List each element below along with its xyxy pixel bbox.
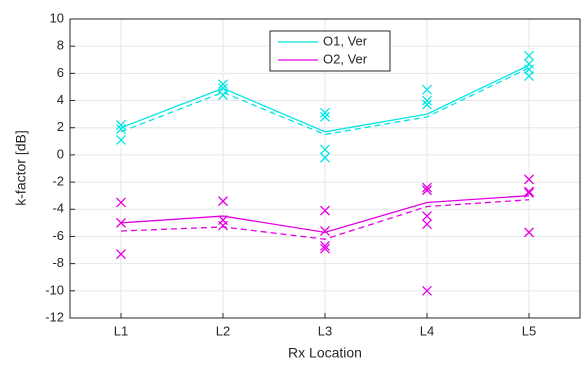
x-tick-label: L3 (318, 323, 332, 338)
sample-marker (422, 211, 432, 222)
sample-marker (524, 71, 534, 82)
sample-marker (320, 241, 330, 251)
sample-marker (218, 196, 228, 207)
sample-marker (320, 205, 330, 216)
x-tick-label: L1 (114, 323, 128, 338)
sample-marker (218, 90, 228, 101)
legend-box (269, 30, 391, 72)
sample-marker (116, 120, 126, 130)
y-tick-label: -8 (52, 255, 64, 270)
y-axis-label: k-factor [dB] (13, 130, 29, 205)
sample-marker (116, 124, 126, 135)
y-tick-label: 4 (57, 92, 64, 107)
x-axis-label: Rx Location (288, 345, 362, 361)
sample-marker (422, 84, 432, 95)
plot-frame (69, 18, 581, 319)
y-tick-label: -12 (45, 309, 64, 324)
y-tick-label: -10 (45, 282, 64, 297)
sample-marker (116, 134, 126, 145)
series-line (120, 64, 530, 133)
sample-marker (524, 188, 534, 198)
sample-marker (422, 219, 432, 230)
legend-label: O1, Ver (323, 33, 368, 48)
sample-marker (116, 217, 126, 228)
sample-marker (320, 144, 330, 155)
sample-marker (422, 285, 432, 296)
sample-marker (320, 226, 330, 236)
sample-marker (422, 95, 432, 106)
sample-marker (524, 50, 534, 61)
x-tick-label: L2 (216, 323, 230, 338)
sample-marker (524, 186, 534, 197)
y-tick-label: 0 (57, 146, 64, 161)
sample-marker (422, 99, 432, 110)
sample-marker (320, 111, 330, 122)
sample-marker (320, 243, 330, 254)
y-tick-label: -4 (52, 201, 64, 216)
sample-marker (422, 185, 432, 196)
sample-marker (320, 107, 330, 118)
sample-marker (524, 174, 534, 185)
sample-marker (218, 220, 228, 231)
y-tick-label: 10 (50, 10, 64, 25)
y-tick-label: 2 (57, 119, 64, 134)
y-tick-label: 8 (57, 38, 64, 53)
sample-marker (116, 249, 126, 260)
y-tick-label: 6 (57, 65, 64, 80)
y-tick-label: -2 (52, 174, 64, 189)
sample-marker (218, 79, 228, 90)
series-dashed-line (120, 67, 530, 136)
series-dashed-line (120, 199, 530, 240)
legend-label: O2, Ver (323, 51, 368, 66)
x-tick-label: L5 (522, 323, 536, 338)
series-line (120, 195, 530, 234)
sample-marker (422, 182, 432, 193)
sample-marker (116, 197, 126, 208)
sample-marker (524, 227, 534, 238)
y-tick-label: -6 (52, 228, 64, 243)
sample-marker (320, 152, 330, 163)
x-tick-label: L4 (420, 323, 434, 338)
